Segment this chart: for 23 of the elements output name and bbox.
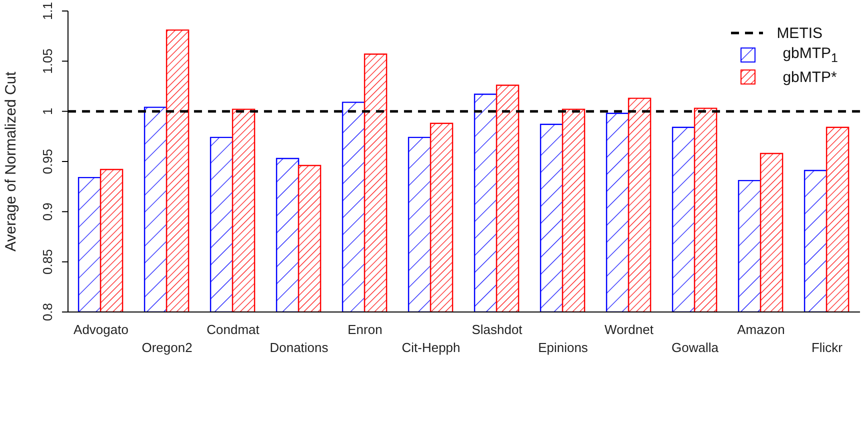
x-tick-label: Slashdot bbox=[472, 322, 523, 337]
y-tick-label: 1.05 bbox=[40, 48, 55, 74]
x-tick-label: Cit-Hepph bbox=[402, 340, 460, 355]
y-tick-label: 1.1 bbox=[40, 2, 55, 20]
x-tick-label: Wordnet bbox=[604, 322, 654, 337]
x-tick-label: Epinions bbox=[538, 340, 588, 355]
y-tick-label: 0.9 bbox=[40, 202, 55, 221]
x-tick-label: Gowalla bbox=[672, 340, 720, 355]
legend-label: gbMTP$_{1}$ bbox=[782, 45, 838, 65]
x-tick-label: Advogato bbox=[74, 322, 128, 337]
y-tick-label: 1 bbox=[40, 108, 55, 115]
x-tick-label: Enron bbox=[348, 322, 382, 337]
y-tick-label: 0.85 bbox=[40, 249, 55, 274]
y-axis-title: Average of Normalized Cut bbox=[2, 70, 20, 252]
x-tick-label: Amazon bbox=[737, 322, 785, 337]
x-tick-label: Donations bbox=[270, 340, 329, 355]
y-tick-label: 0.95 bbox=[40, 148, 55, 174]
legend-label: METIS bbox=[776, 24, 823, 42]
x-tick-label: Condmat bbox=[206, 322, 260, 337]
y-tick-label: 0.8 bbox=[40, 302, 55, 322]
x-tick-label: Flickr bbox=[811, 340, 844, 355]
legend-label: gbMTP* bbox=[782, 68, 837, 86]
x-tick-label: Oregon2 bbox=[142, 340, 192, 355]
